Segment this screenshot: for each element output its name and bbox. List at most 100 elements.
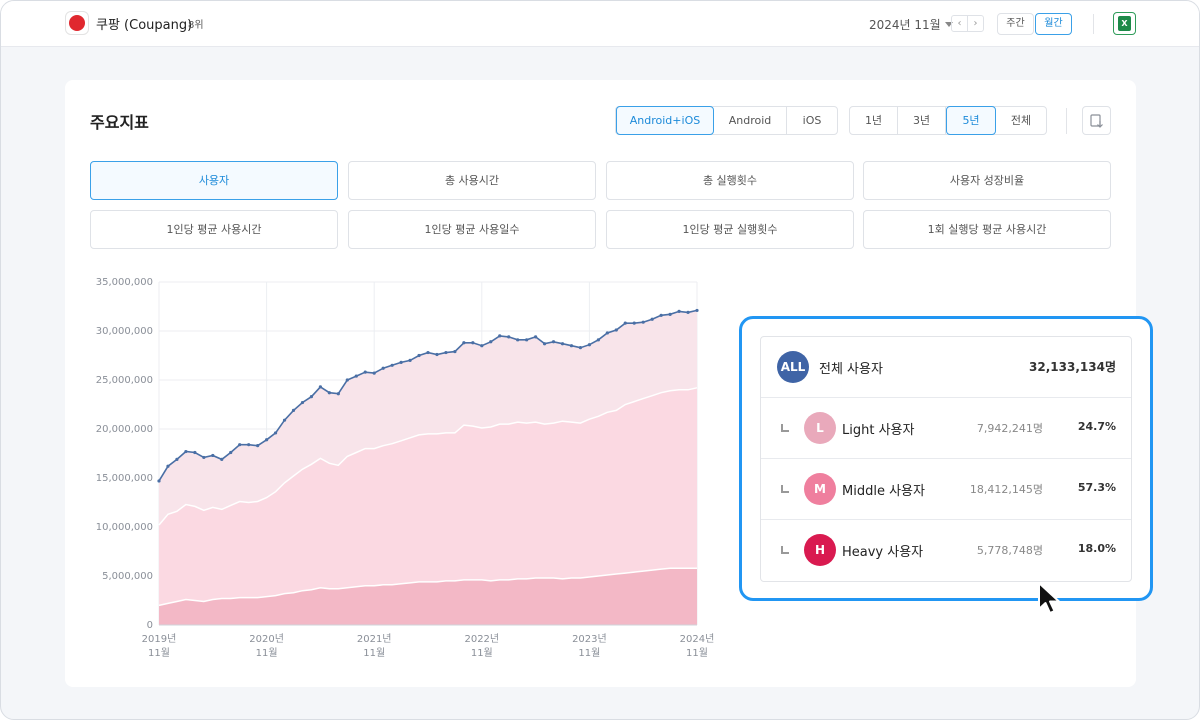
range-option[interactable]: 3년	[898, 107, 946, 134]
mouse-cursor-icon	[1038, 582, 1060, 614]
total-users-point	[498, 334, 502, 338]
metric-tab-avg-launches-per-user[interactable]: 1인당 평균 실행횟수	[606, 210, 854, 249]
platform-option[interactable]: Android	[714, 107, 787, 134]
platform-option[interactable]: iOS	[802, 114, 822, 127]
total-users-point	[641, 320, 645, 324]
total-users-point	[256, 444, 260, 448]
excel-export-button[interactable]: X	[1113, 12, 1136, 35]
chevron-down-icon	[944, 22, 953, 27]
metric-tab-total-launches[interactable]: 총 실행횟수	[606, 161, 854, 200]
y-tick-label: 0	[147, 620, 153, 631]
user-segment-panel: ALL 전체 사용자 32,133,134명 L Light 사용자 7,942…	[739, 316, 1153, 601]
total-users-point	[318, 385, 322, 389]
y-tick-label: 15,000,000	[96, 473, 153, 484]
total-users-point	[363, 370, 367, 374]
total-users-point	[282, 418, 287, 422]
platform-option[interactable]: Android+iOS	[616, 106, 714, 135]
app-rank: 8위	[188, 20, 204, 31]
total-users-point	[372, 371, 376, 375]
total-users-point	[327, 391, 331, 395]
total-users-point	[291, 408, 296, 412]
segment-label: Light 사용자	[842, 423, 915, 438]
middle-boundary-line	[158, 387, 698, 526]
segment-row-all: ALL 전체 사용자 32,133,134명	[761, 337, 1131, 398]
prev-month-button[interactable]: ‹	[952, 16, 968, 31]
total-users-point	[489, 340, 493, 344]
metric-tab-user-growth[interactable]: 사용자 성장비율	[863, 161, 1111, 200]
total-users-point	[578, 346, 583, 350]
total-users-point	[265, 438, 269, 442]
middle-badge: M	[804, 473, 836, 505]
metric-tab-avg-time-per-launch[interactable]: 1회 실행당 평균 사용시간	[863, 210, 1111, 249]
y-tick-label: 35,000,000	[96, 277, 153, 288]
total-users-point	[211, 453, 215, 458]
metric-tab-avg-time-per-user[interactable]: 1인당 평균 사용시간	[90, 210, 338, 249]
segment-value: 7,942,241명	[976, 422, 1043, 435]
total-users-point	[345, 378, 349, 382]
card-title: 주요지표	[90, 113, 149, 132]
total-users-point	[238, 443, 242, 447]
total-users-point	[381, 366, 385, 370]
y-tick-label: 25,000,000	[96, 375, 153, 386]
total-users-point	[569, 344, 574, 348]
x-tick-label: 11월	[363, 647, 385, 659]
total-users-point	[220, 457, 224, 461]
total-users-point	[417, 353, 421, 358]
total-users-point	[695, 308, 699, 313]
total-users-point	[193, 450, 197, 455]
total-users-point	[273, 431, 278, 435]
total-users-point	[632, 321, 636, 325]
y-tick-label: 30,000,000	[96, 326, 153, 337]
metric-tab-avg-days-per-user[interactable]: 1인당 평균 사용일수	[348, 210, 596, 249]
metric-tab-total-time[interactable]: 총 사용시간	[348, 161, 596, 200]
range-option[interactable]: 1년	[850, 107, 898, 134]
weekly-button[interactable]: 주간	[997, 13, 1034, 35]
total-users-point	[605, 331, 609, 335]
x-tick-label: 2022년	[464, 633, 499, 645]
total-users-point	[534, 335, 538, 339]
segment-label: 전체 사용자	[819, 362, 883, 377]
total-users-point	[462, 341, 466, 345]
total-users-point	[300, 400, 305, 405]
total-users-point	[157, 479, 161, 483]
total-users-point	[551, 340, 556, 344]
total-users-point	[453, 349, 457, 354]
segment-value: 18,412,145명	[969, 483, 1043, 496]
segment-value: 32,133,134명	[1029, 360, 1116, 374]
total-users-point	[202, 455, 206, 460]
total-users-point	[166, 464, 170, 468]
segment-label: Heavy 사용자	[842, 545, 924, 560]
total-users-point	[596, 338, 600, 342]
total-users-point	[175, 457, 179, 461]
range-option[interactable]: 전체	[1010, 114, 1032, 127]
total-users-point	[650, 317, 654, 321]
download-button[interactable]	[1082, 106, 1111, 135]
divider	[1093, 14, 1094, 34]
branch-icon	[781, 424, 789, 432]
total-users-point	[229, 450, 233, 455]
x-tick-label: 2021년	[357, 633, 392, 645]
segment-percent: 57.3%	[1077, 481, 1116, 494]
total-users-point	[525, 338, 529, 342]
total-users-point	[426, 350, 430, 355]
next-month-button[interactable]: ›	[973, 18, 978, 29]
total-users-point	[309, 395, 314, 399]
branch-icon	[781, 485, 789, 493]
range-option[interactable]: 5년	[946, 106, 996, 135]
total-users-point	[623, 321, 627, 325]
range-selector: 1년 3년 5년 전체	[849, 106, 1047, 135]
x-tick-label: 11월	[471, 647, 493, 659]
middle-users-area	[159, 387, 697, 606]
x-tick-label: 11월	[578, 647, 600, 659]
coupang-logo-icon	[69, 15, 85, 31]
total-users-point	[354, 374, 358, 378]
total-users-point	[614, 328, 618, 332]
users-area-chart: 0 5,000,000 10,000,000 15,000,000 20,000,000…	[96, 277, 715, 659]
app-name: 쿠팡 (Coupang)	[96, 18, 193, 33]
x-tick-label: 11월	[148, 647, 170, 659]
monthly-button[interactable]: 월간	[1035, 13, 1072, 35]
total-users-point	[480, 344, 484, 348]
month-select[interactable]: 2024년 11월	[869, 16, 953, 33]
total-users-point	[408, 358, 412, 362]
metric-tab-users[interactable]: 사용자	[90, 161, 338, 200]
